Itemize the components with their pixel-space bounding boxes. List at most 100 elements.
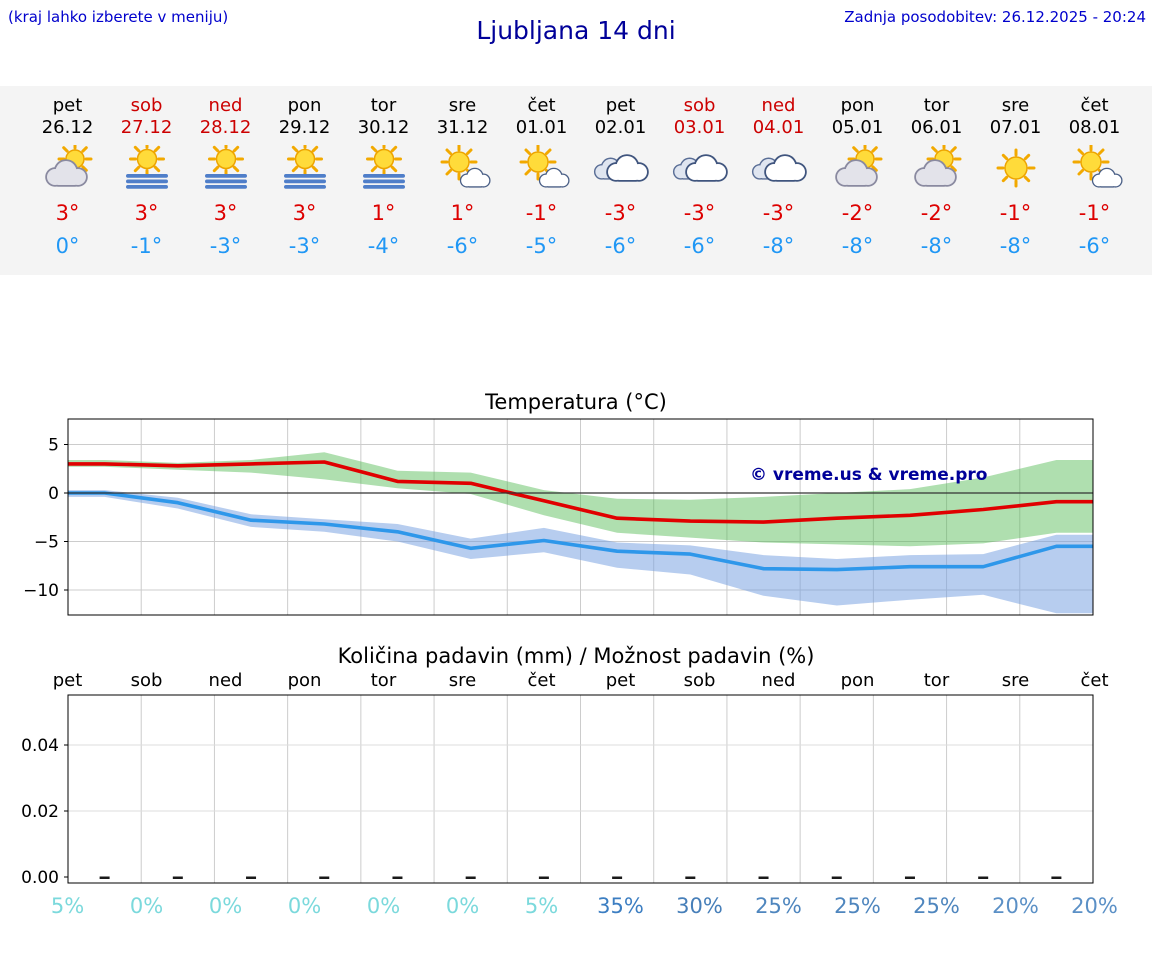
low-temp-label: -6° [1078, 234, 1111, 258]
forecast-day-column: pet 02.01 -3° -6° [581, 95, 660, 259]
temperature-chart: 5 0 −5 −10 [23, 418, 1094, 616]
precip-probability-label: 25% [834, 894, 881, 918]
low-temp-label: -8° [920, 234, 953, 258]
precip-probability-label: 25% [755, 894, 802, 918]
day-name-label: pet [605, 95, 636, 116]
precip-zero-bar [465, 876, 476, 879]
precip-probability-label: 5% [524, 894, 559, 918]
forecast-day-column: pon 05.01 -2° -8° [818, 95, 897, 259]
min-temp-line [68, 491, 1093, 572]
day-name-label: pon [287, 95, 322, 116]
precip-y-tick-label: 0.00 [21, 868, 59, 888]
precip-probability-label: 20% [1071, 894, 1118, 918]
day-date-label: 28.12 [199, 117, 252, 138]
day-name-label: ned [761, 95, 796, 116]
forecast-day-column: sre 07.01 -1° -8° [976, 95, 1055, 259]
forecast-day-column: pon 29.12 3° -3° [265, 95, 344, 259]
sun-small-cloud-icon [502, 144, 581, 194]
forecast-day-column: čet 01.01 -1° -5° [502, 95, 581, 259]
low-temp-label: -8° [841, 234, 874, 258]
precip-y-tick-label: 0.04 [21, 736, 59, 756]
temperature-chart-section: Temperatura (°C) 5 0 −5 −10 © vreme.us & vr… [0, 389, 1152, 621]
day-date-label: 04.01 [752, 117, 805, 138]
high-temp-label: -2° [841, 201, 874, 225]
precip-zero-bar [319, 876, 330, 879]
low-temp-label: -8° [999, 234, 1032, 258]
day-name-label: čet [527, 95, 556, 116]
precipitation-chart-section: Količina padavin (mm) / Možnost padavin … [0, 643, 1152, 919]
cloudy-icon [739, 144, 818, 194]
low-temp-label: -8° [762, 234, 795, 258]
forecast-day-column: tor 06.01 -2° -8° [897, 95, 976, 259]
cloudy-icon [581, 144, 660, 194]
temp-chart-series [68, 452, 1093, 614]
precipitation-chart-title: Količina padavin (mm) / Možnost padavin … [337, 644, 815, 668]
precip-zero-bar [99, 876, 110, 879]
precip-day-label: čet [527, 670, 556, 691]
page-title: Ljubljana 14 dni [476, 16, 676, 45]
temp-y-tick-label: −10 [23, 581, 59, 601]
high-temp-label: -1° [1078, 201, 1111, 225]
precip-y-tick-label: 0.02 [21, 802, 59, 822]
day-date-label: 29.12 [278, 117, 331, 138]
precip-day-label: pon [287, 670, 322, 691]
precip-probability-label: 0% [129, 894, 164, 918]
low-temp-label: -3° [209, 234, 242, 258]
high-temp-label: 3° [55, 201, 80, 225]
day-name-label: ned [208, 95, 243, 116]
day-date-label: 27.12 [120, 117, 173, 138]
high-temp-label: 3° [134, 201, 159, 225]
precip-zero-bar [758, 876, 769, 879]
precip-day-label: čet [1080, 670, 1109, 691]
day-name-label: sre [448, 95, 477, 116]
precip-day-label: sob [130, 670, 163, 691]
precip-probability-label: 35% [597, 894, 644, 918]
location-menu-hint[interactable]: (kraj lahko izberete v meniju) [8, 8, 229, 26]
high-temp-label: -2° [920, 201, 953, 225]
precip-zero-bar [172, 876, 183, 879]
precip-zero-bar [538, 876, 549, 879]
sun-cloud-icon [897, 144, 976, 194]
day-name-label: čet [1080, 95, 1109, 116]
precip-day-label: sob [683, 670, 716, 691]
precip-day-label: tor [370, 670, 397, 691]
cloudy-icon [660, 144, 739, 194]
day-date-label: 26.12 [41, 117, 94, 138]
precip-probability-label: 30% [676, 894, 723, 918]
temp-y-tick-label: −5 [34, 533, 59, 553]
day-name-label: tor [370, 95, 397, 116]
high-temp-label: 3° [292, 201, 317, 225]
forecast-day-column: pet 26.12 3° 0° [28, 95, 107, 259]
precip-day-label: pet [605, 670, 636, 691]
high-temp-label: -3° [683, 201, 716, 225]
precip-day-label: tor [923, 670, 950, 691]
precip-probability-row: 5% 0% 0% 0% 0% 0% 5% 35% 30% 25% 25% 25% 20% 20% [28, 893, 1134, 919]
forecast-day-column: ned 28.12 3° -3° [186, 95, 265, 259]
low-temp-label: -6° [604, 234, 637, 258]
precip-day-label: sre [1001, 670, 1030, 691]
forecast-strip: pet 26.12 3° 0° sob 27.12 3° -1° ned 28.12 3° -3° po… [0, 86, 1152, 275]
day-date-label: 08.01 [1068, 117, 1121, 138]
day-date-label: 06.01 [910, 117, 963, 138]
min-temp-range [68, 490, 1093, 614]
day-date-label: 30.12 [357, 117, 410, 138]
precip-zero-bar [612, 876, 623, 879]
sun-cloud-icon [28, 144, 107, 194]
precip-probability-label: 5% [50, 894, 85, 918]
temperature-chart-title: Temperatura (°C) [485, 390, 667, 414]
precipitation-chart: 0.00 0.02 0.04 [21, 694, 1094, 888]
copyright-link[interactable]: © vreme.us & vreme.pro [750, 465, 988, 485]
precip-probability-label: 0% [366, 894, 401, 918]
day-date-label: 01.01 [515, 117, 568, 138]
sunny-icon [976, 144, 1055, 194]
precip-day-label: pet [52, 670, 83, 691]
forecast-day-column: sre 31.12 1° -6° [423, 95, 502, 259]
forecast-day-column: tor 30.12 1° -4° [344, 95, 423, 259]
forecast-day-column: čet 08.01 -1° -6° [1055, 95, 1134, 259]
forecast-day-column: ned 04.01 -3° -8° [739, 95, 818, 259]
day-name-label: pet [52, 95, 83, 116]
sun-fog-icon [107, 144, 186, 194]
day-date-label: 07.01 [989, 117, 1042, 138]
low-temp-label: -3° [288, 234, 321, 258]
precip-zero-bar [904, 876, 915, 879]
